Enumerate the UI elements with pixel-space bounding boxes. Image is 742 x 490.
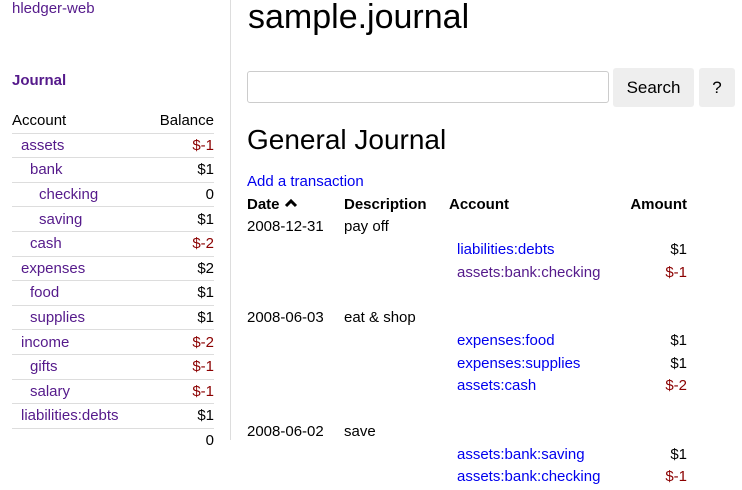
account-balance: $1 [145, 157, 214, 183]
account-link[interactable]: assets [21, 136, 65, 154]
account-link[interactable]: cash [30, 235, 62, 253]
journal-header-row: Date Description Account Amount [247, 196, 687, 218]
search-input[interactable] [247, 71, 609, 103]
description-header: Description [344, 196, 427, 213]
account-balance: $-1 [145, 133, 214, 159]
transaction-row: 2008-06-03 eat & shop [247, 309, 687, 331]
posting-row: liabilities:debts $1 [247, 241, 687, 263]
account-link[interactable]: food [30, 284, 60, 302]
account-link[interactable]: checking [39, 186, 99, 204]
posting-account-link[interactable]: liabilities:debts [457, 241, 555, 258]
transaction-date: 2008-06-03 [247, 309, 324, 326]
account-row: food $1 [12, 280, 214, 306]
posting-amount: $1 [670, 332, 687, 349]
transaction-date: 2008-12-31 [247, 218, 324, 235]
account-balance: 0 [145, 182, 214, 208]
account-link[interactable]: income [21, 333, 70, 351]
account-row: liabilities:debts $1 [12, 403, 214, 429]
journal-link[interactable]: Journal [12, 72, 67, 89]
account-row: expenses $2 [12, 256, 214, 282]
total-row: 0 [12, 427, 214, 453]
accounts-table: Account Balance assets $-1 bank $1 checking 0 s… [12, 109, 214, 453]
posting-row: assets:bank:checking $-1 [247, 468, 687, 490]
account-balance: $1 [145, 280, 214, 306]
transaction-date: 2008-06-02 [247, 422, 324, 440]
account-column-header: Account [449, 196, 509, 213]
date-header-label: Date [247, 196, 280, 213]
posting-row: expenses:supplies $1 [247, 355, 687, 377]
account-link[interactable]: liabilities:debts [21, 407, 119, 425]
transaction-row: 2008-12-31 pay off [247, 218, 687, 240]
account-link[interactable]: expenses [21, 259, 86, 277]
sidebar: hledger-web Journal Account Balance asset… [0, 0, 231, 453]
help-button[interactable]: ? [699, 68, 735, 107]
account-row: bank $1 [12, 157, 214, 183]
account-link[interactable]: supplies [30, 309, 86, 327]
account-row: gifts $-1 [12, 354, 214, 380]
page-title: sample.journal [248, 0, 470, 36]
account-balance: $1 [145, 305, 214, 331]
account-balance: $1 [145, 403, 214, 429]
account-link[interactable]: salary [30, 382, 71, 400]
transaction-description: save [344, 422, 376, 440]
posting-amount: $1 [670, 445, 687, 463]
account-balance: $2 [145, 256, 214, 282]
posting-amount: $-1 [665, 263, 687, 281]
brand-link[interactable]: hledger-web [12, 0, 95, 17]
posting-row: assets:cash $-2 [247, 377, 687, 399]
date-header[interactable]: Date [247, 196, 298, 213]
transaction-row: 2008-06-02 save [247, 423, 687, 445]
posting-account-link[interactable]: expenses:food [457, 332, 555, 349]
posting-amount: $-1 [665, 468, 687, 485]
search-button[interactable]: Search [613, 68, 694, 107]
account-balance: $1 [145, 206, 214, 232]
chevron-up-icon [284, 198, 297, 208]
posting-row: assets:bank:checking $-1 [247, 264, 687, 286]
account-row: checking 0 [12, 182, 214, 208]
account-row: income $-2 [12, 329, 214, 355]
account-header: Account [12, 109, 146, 134]
amount-header: Amount [630, 196, 687, 213]
account-row: saving $1 [12, 206, 214, 232]
journal-heading: General Journal [247, 124, 447, 155]
account-balance: $-1 [145, 379, 214, 405]
posting-account-link[interactable]: assets:bank:checking [457, 468, 601, 485]
account-link[interactable]: gifts [30, 358, 58, 376]
account-row: salary $-1 [12, 379, 214, 405]
posting-amount: $1 [670, 354, 687, 372]
balance-header: Balance [145, 109, 214, 134]
account-row: cash $-2 [12, 231, 214, 257]
account-link[interactable]: saving [39, 210, 83, 228]
account-balance: $-1 [145, 354, 214, 380]
account-row: supplies $1 [12, 305, 214, 331]
account-balance: $-2 [145, 329, 214, 355]
posting-account-link[interactable]: expenses:supplies [457, 354, 581, 372]
account-link[interactable]: bank [30, 161, 63, 179]
posting-account-link[interactable]: assets:bank:saving [457, 445, 585, 463]
posting-account-link[interactable]: assets:bank:checking [457, 263, 601, 281]
posting-account-link[interactable]: assets:cash [457, 377, 537, 394]
add-transaction-link[interactable]: Add a transaction [247, 173, 364, 190]
account-balance: $-2 [145, 231, 214, 257]
posting-amount: $1 [670, 241, 687, 258]
total-balance: 0 [145, 427, 214, 453]
posting-row: expenses:food $1 [247, 332, 687, 354]
posting-amount: $-2 [665, 377, 687, 394]
posting-row: assets:bank:saving $1 [247, 446, 687, 468]
transaction-description: pay off [344, 218, 389, 235]
transaction-description: eat & shop [344, 309, 416, 326]
account-row: assets $-1 [12, 133, 214, 159]
